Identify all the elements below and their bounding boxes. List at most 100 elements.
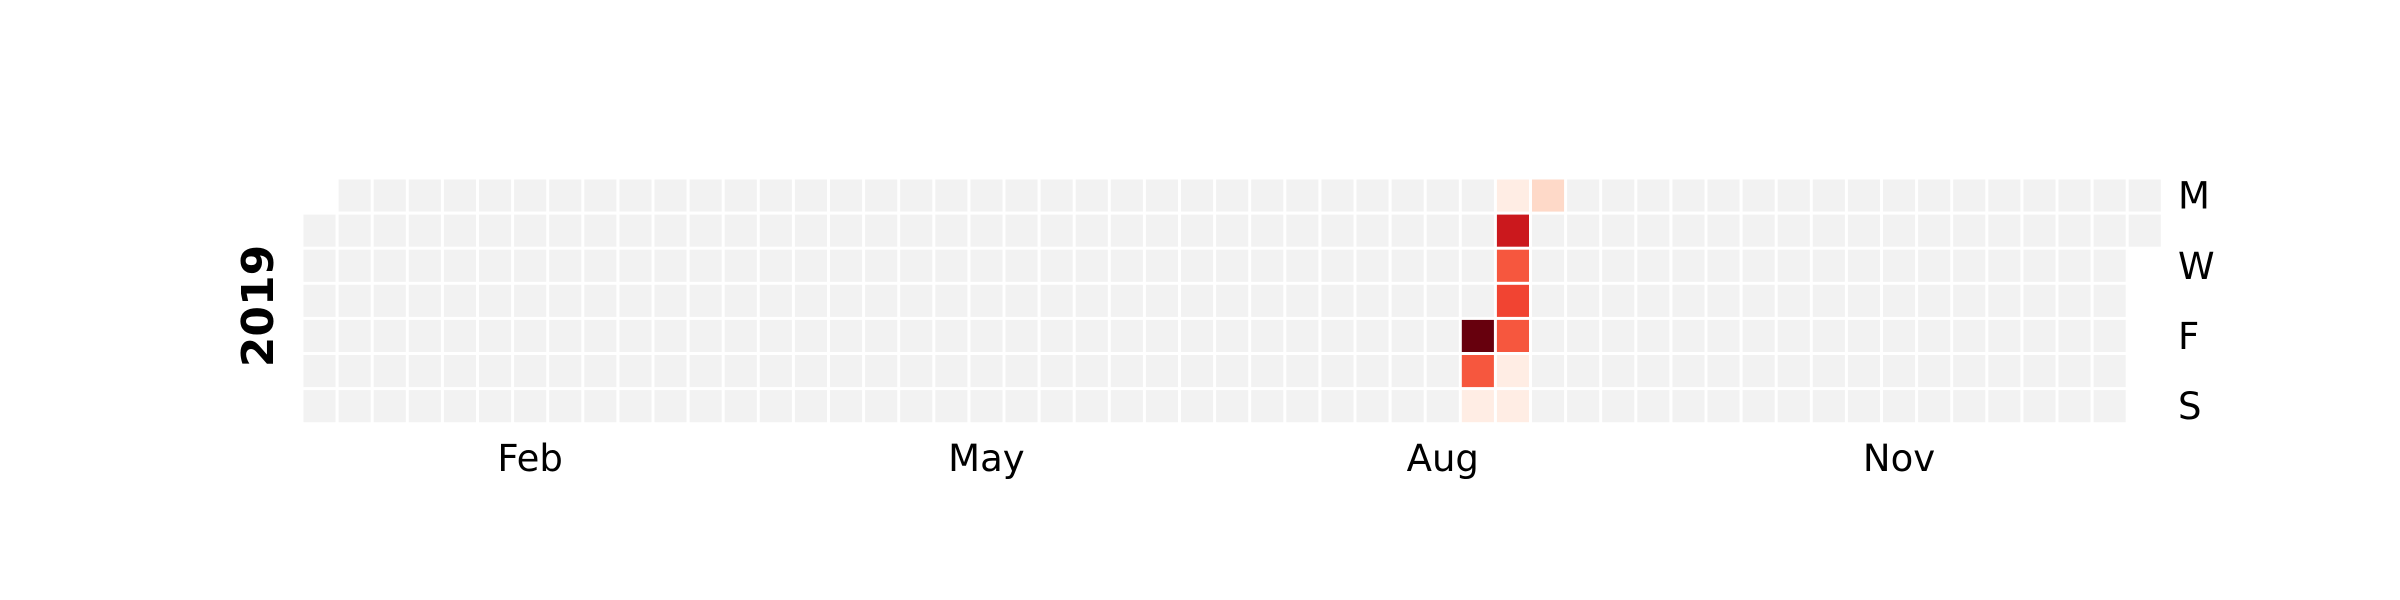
day-cell [1181, 319, 1214, 352]
day-cell [759, 249, 792, 282]
day-cell [724, 214, 757, 247]
day-cell [1286, 390, 1319, 423]
day-cell [1777, 249, 1810, 282]
day-cell [2093, 390, 2126, 423]
day-cell [1005, 390, 1038, 423]
day-cell [654, 179, 687, 212]
day-cell [1567, 214, 1600, 247]
day-cell [2093, 284, 2126, 317]
day-cell [1461, 249, 1494, 282]
day-cell [1181, 179, 1214, 212]
day-cell [1777, 390, 1810, 423]
day-cell [794, 214, 827, 247]
day-cell [830, 355, 863, 388]
day-cell [1847, 355, 1880, 388]
day-cell [689, 284, 722, 317]
day-cell [619, 214, 652, 247]
day-cell [1286, 214, 1319, 247]
day-cell [2093, 249, 2126, 282]
day-cell [2093, 319, 2126, 352]
day-cell-filled [1461, 355, 1494, 388]
day-cell [1567, 284, 1600, 317]
day-cell [830, 390, 863, 423]
day-cell [759, 319, 792, 352]
day-cell [724, 355, 757, 388]
day-cell [1847, 284, 1880, 317]
day-cell [2058, 249, 2091, 282]
day-cell-filled [1461, 319, 1494, 352]
day-cell [1391, 355, 1424, 388]
day-cell [443, 179, 476, 212]
day-cell [654, 355, 687, 388]
day-cell [1988, 284, 2021, 317]
day-cell [1812, 390, 1845, 423]
day-cell [900, 249, 933, 282]
day-cell [514, 214, 547, 247]
day-cell [1145, 355, 1178, 388]
day-cell [584, 390, 617, 423]
day-cell [1602, 179, 1635, 212]
month-label: Nov [1863, 437, 1935, 480]
day-cell [584, 319, 617, 352]
day-cell [408, 214, 441, 247]
day-cell [1040, 249, 1073, 282]
day-cell [1005, 249, 1038, 282]
day-cell [1532, 249, 1565, 282]
day-cell [1216, 390, 1249, 423]
day-cell [1391, 249, 1424, 282]
day-cell [1251, 179, 1284, 212]
day-cell [1883, 390, 1916, 423]
day-cell [689, 390, 722, 423]
day-cell [1812, 214, 1845, 247]
day-cell [303, 319, 336, 352]
day-cell [900, 319, 933, 352]
day-cell [794, 179, 827, 212]
day-cell [654, 249, 687, 282]
day-cell [1145, 390, 1178, 423]
day-cell [865, 390, 898, 423]
day-cell [1953, 390, 1986, 423]
day-cell [549, 390, 582, 423]
day-cell [2023, 319, 2056, 352]
day-cell [1672, 214, 1705, 247]
day-cell [2058, 355, 2091, 388]
day-cell [1637, 249, 1670, 282]
day-cell [2058, 214, 2091, 247]
day-cell [1040, 179, 1073, 212]
day-cell-filled [1496, 179, 1529, 212]
day-cell [1075, 284, 1108, 317]
day-cell [830, 319, 863, 352]
day-cell [338, 355, 371, 388]
day-cell [1040, 390, 1073, 423]
day-cell [1181, 249, 1214, 282]
day-cell [1847, 179, 1880, 212]
day-cell [1637, 390, 1670, 423]
day-cell [830, 214, 863, 247]
day-cell [2128, 179, 2161, 212]
day-cell [1672, 284, 1705, 317]
day-cell [303, 214, 336, 247]
day-cell [1742, 390, 1775, 423]
day-cell [2023, 355, 2056, 388]
day-cell [1602, 355, 1635, 388]
day-cell [443, 284, 476, 317]
day-cell [1847, 390, 1880, 423]
day-cell [794, 319, 827, 352]
day-cell [2058, 284, 2091, 317]
day-cell [1707, 319, 1740, 352]
day-cell [1918, 355, 1951, 388]
day-cell [865, 214, 898, 247]
day-cell [1181, 355, 1214, 388]
day-cell [1637, 284, 1670, 317]
day-cell [935, 179, 968, 212]
day-cell [1145, 249, 1178, 282]
day-cell [1075, 355, 1108, 388]
day-cell [1110, 355, 1143, 388]
day-cell [900, 179, 933, 212]
day-cell [1075, 179, 1108, 212]
day-cell [1812, 179, 1845, 212]
day-cell [1777, 355, 1810, 388]
day-cell [1286, 284, 1319, 317]
day-cell [1040, 355, 1073, 388]
